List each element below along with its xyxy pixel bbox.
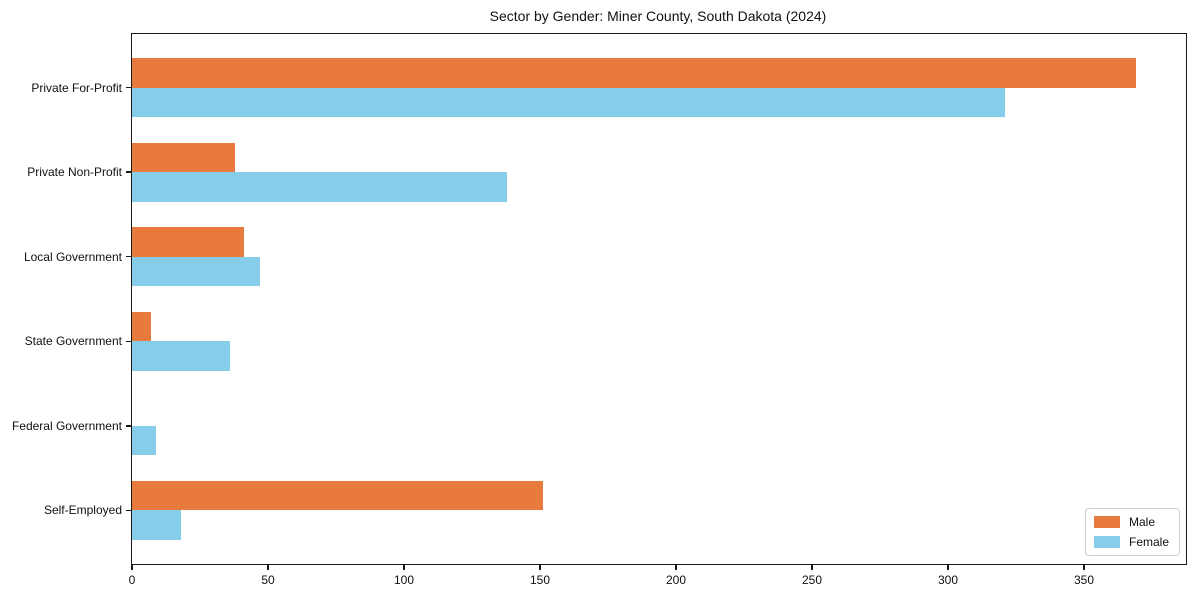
bar-male-state-government: [132, 311, 152, 342]
x-tick-mark-0: [131, 565, 133, 570]
bar-male-private-non-profit: [132, 142, 236, 173]
x-tick-label-150: 150: [529, 573, 551, 587]
bar-female-federal-government: [132, 425, 157, 456]
legend-item-male: Male: [1093, 515, 1169, 529]
x-tick-mark-300: [947, 565, 949, 570]
x-tick-mark-50: [267, 565, 269, 570]
x-tick-mark-250: [811, 565, 813, 570]
bar-female-state-government: [132, 341, 230, 371]
y-tick-label-private-non-profit: Private Non-Profit: [27, 165, 122, 180]
female-series-swatch: [1093, 536, 1120, 548]
legend-label-female: Female: [1128, 535, 1169, 549]
x-tick-mark-200: [675, 565, 677, 570]
x-tick-label-100: 100: [393, 573, 415, 587]
y-tick-label-self-employed: Self-Employed: [43, 503, 122, 518]
legend: Male Female: [1084, 508, 1180, 556]
x-tick-label-200: 200: [665, 573, 687, 587]
bar-female-private-for-profit: [132, 87, 1006, 118]
y-tick-mark-private-for-profit: [125, 86, 131, 89]
y-tick-mark-private-non-profit: [125, 171, 131, 173]
plot-area: Male Female Private For-Profit Private No…: [12, 33, 1187, 587]
y-tick-mark-state-government: [125, 340, 131, 342]
y-tick-label-state-government: State Government: [24, 334, 122, 349]
y-tick-mark-self-employed: [125, 509, 131, 512]
y-tick-label-local-government: Local Government: [23, 249, 122, 264]
x-tick-label-50: 50: [261, 573, 275, 587]
bar-female-self-employed: [132, 510, 181, 540]
y-tick-label-federal-government: Federal Government: [11, 418, 122, 433]
x-tick-mark-100: [403, 565, 405, 570]
y-tick-mark-local-government: [125, 255, 131, 258]
bar-male-private-for-profit: [132, 58, 1136, 88]
bar-male-local-government: [132, 227, 244, 257]
male-series-swatch: [1093, 516, 1120, 528]
x-tick-label-300: 300: [937, 573, 959, 587]
x-tick-label-350: 350: [1073, 573, 1095, 587]
x-tick-label-0: 0: [128, 573, 136, 587]
bar-female-local-government: [132, 256, 260, 287]
y-tick-label-private-for-profit: Private For-Profit: [31, 80, 122, 95]
legend-label-male: Male: [1128, 515, 1155, 529]
chart-title: Sector by Gender: Miner County, South Da…: [489, 8, 827, 24]
bar-female-private-non-profit: [132, 172, 508, 202]
x-tick-mark-350: [1083, 565, 1085, 570]
legend-item-female: Female: [1093, 535, 1169, 549]
x-tick-label-250: 250: [801, 573, 823, 587]
bar-male-self-employed: [132, 480, 543, 511]
y-tick-mark-federal-government: [125, 425, 131, 427]
x-tick-mark-150: [539, 565, 541, 570]
